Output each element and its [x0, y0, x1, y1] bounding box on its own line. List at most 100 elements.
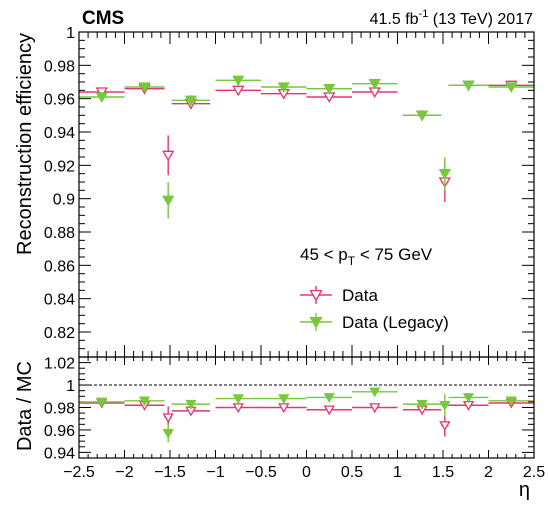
ratio-legacy-point [402, 399, 442, 410]
efficiency-data-marks [79, 75, 534, 219]
legacy-marker [368, 79, 381, 90]
x-tick-label: 0.5 [341, 464, 363, 481]
legacy-marker [185, 399, 197, 410]
efficiency-legacy-point [215, 75, 261, 87]
efficiency-y-tick-label: 0.82 [44, 325, 75, 342]
efficiency-y-tick-label: 0.98 [44, 58, 75, 75]
legacy-marker [438, 169, 451, 180]
pt-range-prefix: 45 < p [300, 245, 348, 264]
efficiency-y-tick-label: 0.88 [44, 225, 75, 242]
legend-entry-label: Data [342, 286, 378, 305]
efficiency-data-point [162, 135, 175, 176]
experiment-label: CMS [82, 8, 124, 29]
x-tick-label: −2 [115, 464, 133, 481]
efficiency-legacy-point [124, 82, 165, 94]
ratio-axis-ticks: 0.94 0.96 0.98 1 1.02 −2.5 −2 −1.5 −1 −0.5 0 0.5 1 1.… [44, 356, 545, 481]
pt-range-suffix: < 75 GeV [355, 245, 433, 264]
ratio-y-tick-label: 0.94 [44, 445, 75, 462]
legacy-marker [138, 82, 151, 94]
legacy-marker [184, 95, 198, 107]
x-tick-label: 2.5 [523, 464, 545, 481]
legacy-marker [95, 92, 108, 104]
lumi-exponent: -1 [419, 8, 429, 20]
ratio-plot-frame [78, 356, 535, 459]
legacy-marker [369, 387, 381, 398]
efficiency-y-tick-label: 0.9 [53, 192, 75, 209]
data-marker [439, 421, 451, 432]
efficiency-data-point [261, 89, 307, 100]
efficiency-y-tick-label: 0.96 [44, 92, 75, 109]
legacy-marker [278, 394, 290, 405]
efficiency-y-tick-label: 0.84 [44, 292, 75, 309]
ratio-data-marks [79, 387, 534, 443]
legacy-marker [138, 396, 151, 407]
efficiency-y-tick-label: 0.94 [44, 125, 75, 142]
ratio-legacy-point [79, 397, 125, 408]
ratio-data-point [261, 403, 307, 414]
legacy-marker [415, 110, 429, 122]
ratio-legacy-point [306, 393, 352, 403]
ratio-data-point [439, 414, 451, 437]
efficiency-legacy-point [171, 95, 211, 107]
ratio-legacy-point [261, 394, 307, 405]
ratio-y-tick-label: 1.02 [44, 356, 75, 373]
x-tick-label: −1.5 [154, 464, 186, 481]
efficiency-axis-ticks: 0.82 0.84 0.86 0.88 0.9 0.92 0.94 0.96 0.98 1 [44, 25, 535, 357]
efficiency-data-point [215, 85, 261, 97]
legacy-marker [462, 80, 475, 92]
legacy-marker [323, 84, 336, 95]
legacy-marker [162, 429, 174, 439]
efficiency-y-tick-label: 0.92 [44, 158, 75, 175]
data-marker [162, 150, 175, 162]
luminosity-label: 41.5 fb-1 (13 TeV) 2017 [370, 8, 533, 28]
legacy-marker [439, 401, 451, 411]
x-tick-label: 1 [393, 464, 402, 481]
efficiency-legacy-point [448, 80, 489, 92]
data-marker [309, 289, 323, 302]
lumi-value: 41.5 fb [370, 11, 419, 28]
legacy-marker [462, 393, 475, 403]
efficiency-legacy-point [352, 78, 398, 90]
efficiency-y-tick-label: 0.86 [44, 258, 75, 275]
x-tick-label: 0 [302, 464, 311, 481]
legacy-marker [96, 397, 108, 408]
x-tick-label: 2 [484, 464, 493, 481]
legacy-marker [162, 195, 175, 207]
ratio-legacy-point [488, 396, 534, 407]
legacy-marker [277, 82, 290, 94]
ratio-legacy-point [215, 394, 261, 405]
efficiency-legacy-point [488, 82, 534, 94]
efficiency-y-axis-label: Reconstruction efficiency [14, 33, 36, 255]
ratio-panel: 0.94 0.96 0.98 1 1.02 −2.5 −2 −1.5 −1 −0.5 0 0.5 1 1.… [14, 356, 545, 501]
legacy-marker [309, 316, 323, 329]
ratio-legacy-point [352, 387, 398, 398]
efficiency-panel: 0.82 0.84 0.86 0.88 0.9 0.92 0.94 0.96 0.98 1 Rec… [14, 25, 535, 358]
ratio-legacy-point [448, 393, 489, 403]
x-tick-label: −1 [206, 464, 224, 481]
data-marker [369, 403, 381, 414]
legend-entry-data: Data [300, 286, 378, 305]
legacy-marker [505, 396, 517, 407]
legacy-marker [232, 394, 244, 405]
pt-range-subscript: T [348, 254, 356, 268]
legacy-marker [505, 82, 518, 94]
efficiency-legacy-point [402, 110, 442, 122]
efficiency-legacy-point [438, 157, 451, 191]
lumi-suffix: (13 TeV) 2017 [428, 11, 533, 28]
data-marker [323, 405, 335, 416]
legacy-marker [323, 393, 335, 403]
ratio-legacy-point [439, 394, 451, 417]
efficiency-legacy-point [261, 82, 307, 94]
efficiency-legacy-point [306, 84, 352, 95]
ratio-legacy-point [171, 399, 211, 410]
pt-range-annotation: 45 < pT < 75 GeV [300, 245, 433, 268]
legacy-marker [232, 75, 245, 87]
ratio-legacy-point [162, 424, 174, 443]
legend: Data Data (Legacy) [300, 286, 449, 332]
ratio-data-point [215, 403, 261, 414]
efficiency-legacy-point [162, 182, 175, 219]
x-tick-label: −2.5 [63, 464, 95, 481]
ratio-y-tick-label: 0.98 [44, 401, 75, 418]
ratio-y-tick-label: 1 [66, 378, 75, 395]
